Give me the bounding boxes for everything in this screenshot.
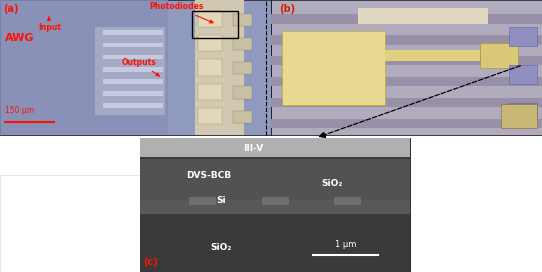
Bar [509,103,537,122]
Text: SiO₂: SiO₂ [321,179,343,188]
Bar [0,0,271,135]
Bar [271,98,542,107]
Bar [271,56,542,66]
Bar [103,67,163,72]
Bar [385,50,480,61]
Bar [95,27,165,115]
Text: Photodiodes: Photodiodes [149,2,213,23]
Bar [334,197,362,205]
Text: (c): (c) [143,257,157,267]
Bar [509,27,537,46]
Text: Si: Si [216,196,226,205]
Bar [198,108,222,124]
Bar [140,138,410,272]
Bar [0,0,168,135]
Bar [271,77,542,86]
Bar [271,119,542,128]
Bar [103,103,163,108]
Bar [261,197,288,205]
Bar [271,35,542,45]
Bar [192,11,238,38]
Bar [198,59,222,76]
Bar [282,31,385,105]
Bar [198,35,222,51]
Bar [358,8,488,24]
Bar [509,65,537,84]
Bar [140,159,410,200]
Text: 1 μm: 1 μm [334,240,356,249]
Text: 150 μm: 150 μm [5,106,35,115]
Text: (a): (a) [3,4,18,14]
Bar [103,30,163,35]
Text: III-V: III-V [243,144,263,153]
Text: (b): (b) [279,4,295,14]
Bar [198,11,222,27]
Bar [103,79,163,84]
Bar [233,111,252,123]
Bar [271,14,542,24]
Bar [271,0,542,135]
Bar [501,104,537,128]
Bar [140,138,410,157]
Text: AWG: AWG [5,33,35,43]
Bar [140,200,410,214]
Bar [480,43,518,67]
Text: Outputs: Outputs [122,58,159,76]
Bar [0,175,140,272]
Bar [233,38,252,50]
Bar [0,138,140,272]
Bar [410,138,542,272]
Bar [189,197,216,205]
Text: DVS-BCB: DVS-BCB [186,171,231,180]
Bar [103,91,163,96]
Bar [233,62,252,74]
Bar [103,55,163,59]
Bar [103,42,163,47]
Text: SiO₂: SiO₂ [210,243,231,252]
Bar [140,214,410,272]
Bar [198,84,222,100]
Bar [233,14,252,26]
Bar [233,86,252,98]
Text: Input: Input [38,17,61,32]
Bar [195,0,244,135]
